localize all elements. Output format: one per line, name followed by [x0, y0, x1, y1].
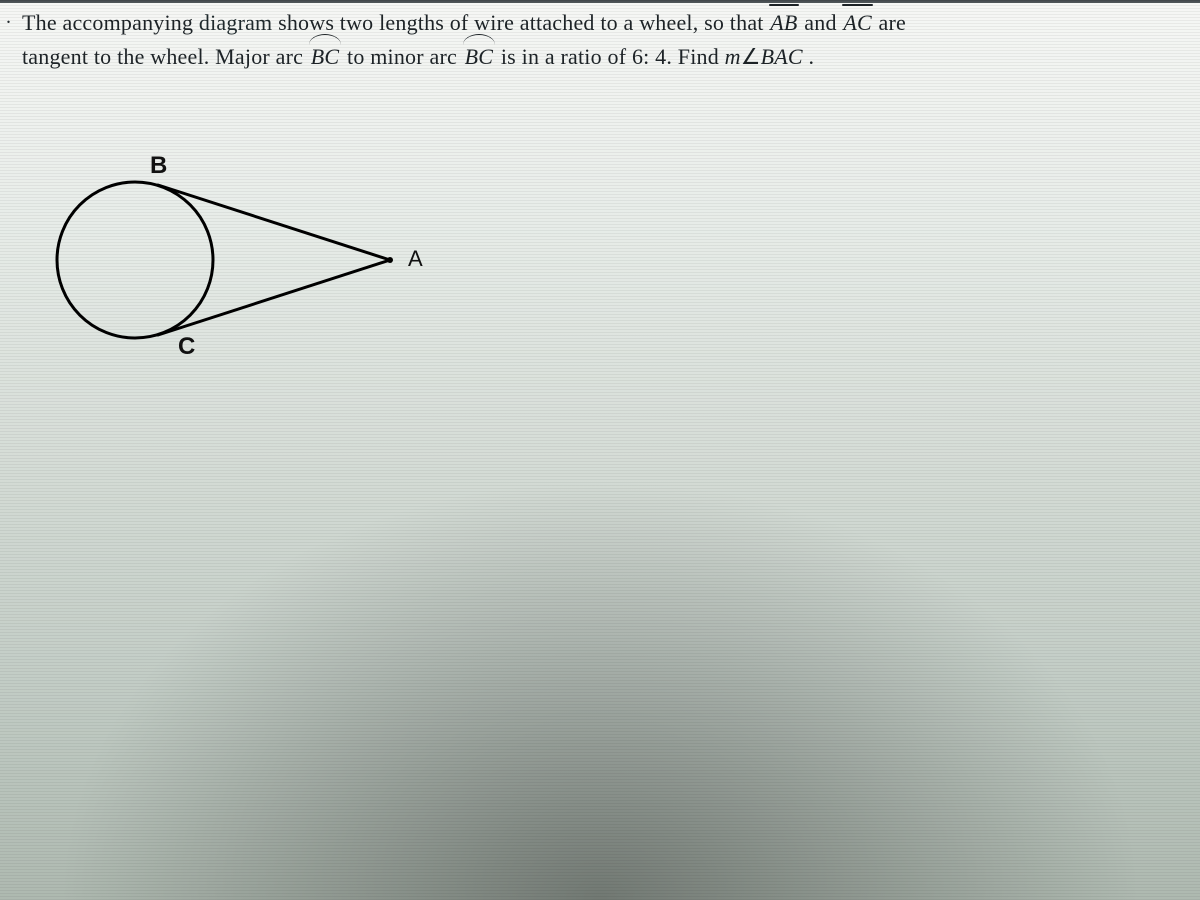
problem-number: .	[6, 6, 11, 29]
segment-AB: AB	[769, 6, 798, 40]
m-prefix: m	[725, 44, 741, 69]
major-arc-BC: BC	[309, 40, 342, 74]
tangent-AB	[158, 185, 390, 260]
problem-text: . The accompanying diagram shows two len…	[22, 6, 1170, 74]
point-A-dot	[387, 257, 393, 263]
minor-arc-BC: BC	[463, 40, 496, 74]
screen-top-bezel	[0, 0, 1200, 3]
angle-symbol: ∠	[741, 44, 761, 69]
screenshot-root: . The accompanying diagram shows two len…	[0, 0, 1200, 900]
problem-line-2: tangent to the wheel. Major arc BC to mi…	[22, 40, 1170, 74]
label-B: B	[150, 152, 167, 180]
tangent-AC	[158, 260, 390, 335]
problem-line-1: The accompanying diagram shows two lengt…	[22, 6, 1170, 40]
text: tangent to the wheel. Major arc	[22, 44, 309, 69]
segment-AC: AC	[842, 6, 873, 40]
angle-BAC: BAC	[761, 44, 803, 69]
text: are	[873, 10, 906, 35]
text: is in a ratio of 6: 4. Find	[495, 44, 724, 69]
text: .	[803, 44, 814, 69]
figure-svg	[30, 130, 450, 380]
text: The accompanying	[22, 10, 199, 35]
label-C: C	[178, 333, 195, 361]
geometry-figure: B C A	[30, 130, 450, 380]
text: shows two lengths of wire attached to a …	[272, 10, 769, 35]
word-diagram: diagram	[199, 10, 272, 35]
wheel-circle	[57, 182, 213, 338]
text: to minor arc	[341, 44, 462, 69]
text: and	[799, 10, 843, 35]
label-A: A	[408, 246, 423, 272]
